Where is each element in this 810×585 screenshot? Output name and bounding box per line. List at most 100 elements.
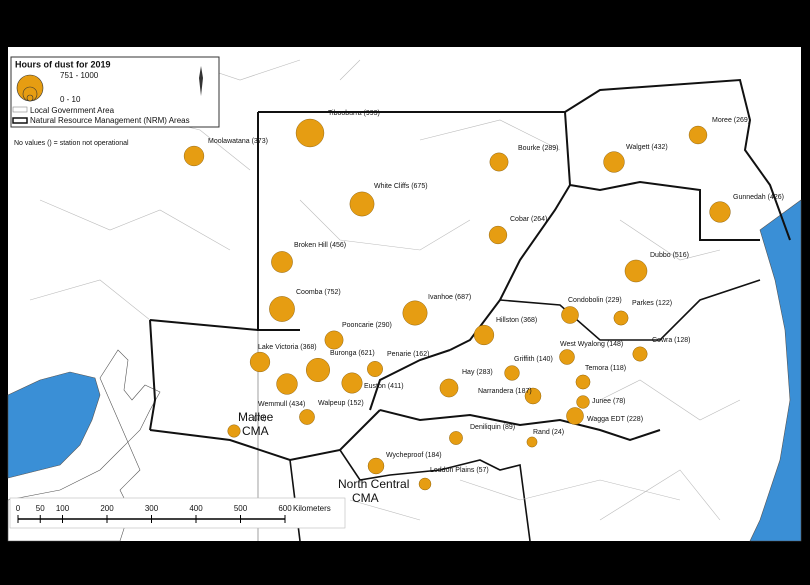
station-marker	[449, 431, 463, 445]
station-label: Moree (269)	[712, 117, 750, 124]
station-marker	[295, 118, 325, 148]
scale-unit: Kilometers	[293, 504, 331, 513]
station-label: Bourke (289)	[518, 145, 558, 152]
station-label: Deniliquin (89)	[470, 424, 515, 431]
legend-lga: Local Government Area	[30, 106, 115, 115]
station-marker	[709, 201, 731, 223]
station-marker	[473, 324, 495, 346]
legend-nrm: Natural Resource Management (NRM) Areas	[30, 116, 190, 125]
station-label: Cowra (128)	[652, 337, 691, 344]
legend-nrm-swatch	[12, 117, 28, 124]
station-label: (70)	[254, 415, 266, 422]
station-marker	[249, 351, 271, 373]
station-marker	[603, 151, 625, 173]
legend-title: Hours of dust for 2019	[15, 59, 111, 69]
legend: Hours of dust for 2019 751 - 1000 0 - 10…	[10, 56, 220, 128]
station-label: Parkes (122)	[632, 300, 672, 307]
station-marker	[504, 365, 520, 381]
station-marker	[367, 361, 383, 377]
station-label: Lake Victoria (368)	[258, 344, 317, 351]
scale-label: 200	[100, 504, 114, 513]
station-marker	[489, 152, 509, 172]
station-label: Temora (118)	[585, 365, 626, 372]
station-label: Ivanhoe (687)	[428, 294, 471, 301]
station-label: Narrandera (187)	[478, 388, 532, 395]
station-label: Hay (283)	[462, 369, 493, 376]
scale-label: 50	[36, 504, 45, 513]
station-label: Hillston (368)	[496, 317, 537, 324]
station-label: Dubbo (516)	[650, 252, 689, 259]
scale-label: 0	[16, 504, 21, 513]
scale-label: 300	[145, 504, 159, 513]
station-label: Wemmull (434)	[258, 401, 305, 408]
region-label: Mallee CMA	[238, 410, 274, 438]
station-marker	[576, 395, 590, 409]
stations: Tibooburra (993) Moolawatana (373) Bourke …	[183, 110, 784, 491]
scale-label: 100	[56, 504, 70, 513]
station-label: Gunnedah (426)	[733, 194, 784, 201]
station-marker	[349, 191, 375, 217]
station-marker	[575, 374, 591, 390]
station-marker	[299, 409, 315, 425]
legend-box	[10, 56, 220, 128]
station-label: Loddon Plains (57)	[430, 467, 489, 474]
geography	[7, 59, 802, 542]
station-marker	[324, 330, 344, 350]
station-marker	[526, 436, 538, 448]
station-label: White Cliffs (675)	[374, 183, 428, 190]
note: No values () = station not operational	[14, 140, 129, 147]
station-marker	[276, 373, 298, 395]
region-label-line: CMA	[242, 424, 269, 438]
station-label: Buronga (621)	[330, 350, 375, 357]
station-label: Griffith (140)	[514, 356, 553, 363]
station-label: Wagga EDT (228)	[587, 416, 643, 423]
station-marker	[402, 300, 428, 326]
station-label: Condobolin (229)	[568, 297, 622, 304]
station-label: Walgett (432)	[626, 144, 668, 151]
station-marker	[183, 145, 205, 167]
region-label: North Central CMA	[338, 477, 409, 505]
station-label: Broken Hill (456)	[294, 242, 346, 249]
legend-lga-swatch	[12, 106, 28, 113]
station-marker	[227, 424, 241, 438]
station-label: Walpeup (152)	[318, 400, 364, 407]
station-marker	[524, 387, 542, 405]
legend-max: 751 - 1000	[60, 71, 99, 80]
scale-label: 400	[189, 504, 203, 513]
legend-symbol	[26, 94, 34, 102]
station-marker	[367, 457, 385, 475]
station-label: Euston (411)	[364, 383, 404, 390]
station-label: Cobar (264)	[510, 216, 547, 223]
station-marker	[341, 372, 363, 394]
station-marker	[561, 306, 579, 324]
station-label: Tibooburra (993)	[328, 110, 380, 117]
station-label: Coomba (752)	[296, 289, 341, 296]
station-label: West Wyalong (148)	[560, 341, 623, 348]
region-labels: Mallee CMA North Central CMA	[238, 410, 409, 505]
station-marker	[488, 225, 508, 245]
north-arrow	[199, 66, 203, 96]
station-marker	[624, 259, 648, 283]
legend-min: 0 - 10	[60, 95, 81, 104]
region-label-line: CMA	[352, 491, 379, 505]
station-marker	[439, 378, 459, 398]
scale-label: 500	[234, 504, 248, 513]
station-label: Penarie (162)	[387, 351, 429, 358]
station-label: Junee (78)	[592, 398, 625, 405]
scale-label: 600	[278, 504, 292, 513]
map-area	[8, 47, 801, 541]
station-label: Pooncarie (290)	[342, 322, 392, 329]
station-marker	[269, 296, 295, 322]
station-marker	[559, 349, 575, 365]
station-marker	[632, 346, 648, 362]
scale-box	[9, 497, 346, 529]
station-marker	[271, 251, 293, 273]
station-marker	[418, 477, 432, 491]
station-marker	[566, 407, 584, 425]
station-label: Rand (24)	[533, 429, 564, 436]
station-marker	[613, 310, 629, 326]
station-marker	[688, 125, 708, 145]
station-label: Wycheproof (184)	[386, 452, 442, 459]
